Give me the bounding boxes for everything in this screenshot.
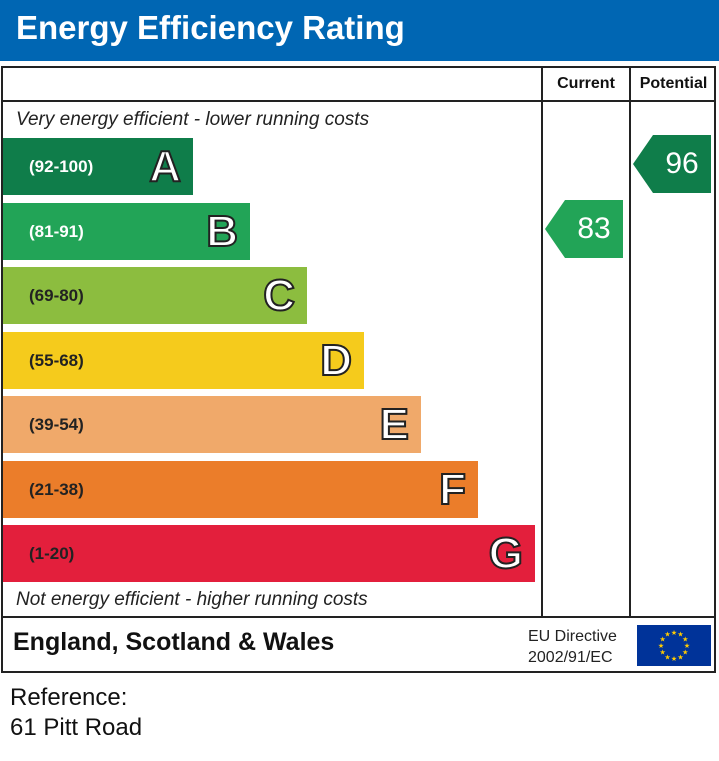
eu-star-icon: ★ — [664, 653, 670, 661]
current-column-divider — [541, 66, 543, 618]
eu-star-icon: ★ — [671, 655, 677, 663]
band-letter-label: F — [438, 464, 467, 515]
band-b: (81-91) B — [3, 203, 250, 260]
bottom-caption: Not energy efficient - higher running co… — [16, 589, 368, 610]
potential-rating-arrow — [633, 134, 653, 193]
band-range-label: (55-68) — [29, 350, 84, 370]
band-e: (39-54) E — [3, 396, 421, 453]
band-range-label: (1-20) — [29, 543, 75, 563]
eu-star-icon: ★ — [682, 649, 688, 657]
band-range-label: (81-91) — [29, 221, 84, 241]
band-range-label: (69-80) — [29, 285, 84, 305]
band-letter-label: G — [488, 528, 524, 579]
reference-label: Reference: — [10, 684, 128, 711]
rating-frame — [1, 66, 716, 673]
eu-star-icon: ★ — [660, 649, 666, 657]
eu-flag-icon: ★ ★ ★ ★ ★ ★ ★ ★ ★ ★ ★ ★ — [637, 625, 711, 666]
current-rating-arrow — [545, 199, 565, 258]
eu-star-icon: ★ — [664, 631, 670, 639]
footer-divider — [1, 616, 716, 618]
band-d: (55-68) D — [3, 332, 364, 389]
eu-stars-icon: ★ ★★★★★★★★★★★ — [658, 629, 690, 663]
column-header-divider — [1, 100, 716, 102]
eu-star-icon: ★ — [660, 636, 666, 644]
eu-directive-label: EU Directive — [528, 628, 617, 645]
band-range-label: (21-38) — [29, 479, 84, 499]
potential-column-header: Potential — [639, 75, 708, 92]
potential-column-divider — [629, 66, 631, 618]
eu-star-icon: ★ — [684, 642, 690, 650]
band-range-label: (92-100) — [29, 156, 94, 176]
current-rating-value: 83 — [565, 199, 623, 258]
band-a: (92-100) A — [3, 138, 193, 195]
top-caption: Very energy efficient - lower running co… — [16, 109, 370, 130]
band-g: (1-20) G — [3, 525, 535, 582]
band-letter-label: E — [379, 399, 410, 450]
region-label: England, Scotland & Wales — [13, 628, 335, 656]
eu-directive-number: 2002/91/EC — [528, 649, 613, 666]
eu-star-icon: ★ — [682, 636, 688, 644]
band-range-label: (39-54) — [29, 414, 84, 434]
band-letter-label: A — [148, 141, 182, 192]
band-letter-label: D — [319, 335, 353, 386]
eu-star-icon: ★ — [671, 629, 677, 637]
band-letter-label: C — [262, 270, 296, 321]
page-title: Energy Efficiency Rating — [16, 9, 405, 46]
potential-rating-value: 96 — [653, 134, 711, 193]
reference-address: 61 Pitt Road — [10, 714, 143, 741]
current-column-header: Current — [557, 75, 615, 92]
band-f: (21-38) F — [3, 461, 478, 518]
eu-star-icon: ★ — [677, 653, 683, 661]
band-c: (69-80) C — [3, 267, 307, 324]
eu-star-icon: ★ — [658, 642, 664, 650]
header-bar: Energy Efficiency Rating — [0, 0, 719, 61]
eu-star-icon: ★ — [677, 631, 683, 639]
band-letter-label: B — [205, 206, 239, 257]
